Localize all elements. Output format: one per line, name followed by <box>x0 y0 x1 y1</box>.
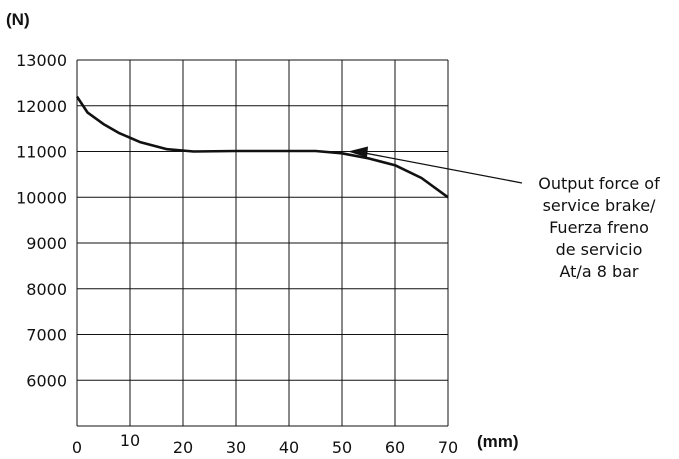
annotation-leader-line <box>361 151 523 184</box>
y-tick-label: 10000 <box>16 188 67 207</box>
x-axis-unit: (mm) <box>477 432 519 451</box>
annotation-line: de servicio <box>556 240 643 259</box>
annotation-line: At/a 8 bar <box>559 262 638 281</box>
y-tick-label: 11000 <box>16 143 67 162</box>
annotation-text: Output force of service brake/Fuerza fren… <box>538 174 660 281</box>
y-tick-label: 6000 <box>26 371 67 390</box>
x-tick-label: 60 <box>385 438 405 457</box>
annotation-line: Output force of <box>538 174 660 193</box>
x-tick-label: 20 <box>173 438 193 457</box>
y-tick-label: 9000 <box>26 234 67 253</box>
x-tick-label: 40 <box>279 438 299 457</box>
y-tick-labels: 13000 12000 11000 10000 9000 8000 7000 6000 <box>16 51 67 390</box>
x-tick-label: 10 <box>120 431 140 450</box>
y-tick-label: 13000 <box>16 51 67 70</box>
series-line <box>75 95 449 199</box>
y-tick-label: 8000 <box>26 280 67 299</box>
y-axis-unit: (N) <box>6 10 30 29</box>
x-tick-label: 70 <box>438 438 458 457</box>
y-tick-label: 7000 <box>26 326 67 345</box>
annotation-line: Fuerza freno <box>549 218 649 237</box>
grid <box>76 59 449 427</box>
x-tick-label: 30 <box>226 438 246 457</box>
y-tick-label: 12000 <box>16 97 67 116</box>
annotation-line: service brake/ <box>543 196 656 215</box>
x-tick-label: 0 <box>72 438 82 457</box>
x-tick-label: 50 <box>332 438 352 457</box>
annotation-arrowhead <box>348 146 368 158</box>
x-tick-labels: 0 10 20 30 40 50 60 70 <box>72 431 458 457</box>
